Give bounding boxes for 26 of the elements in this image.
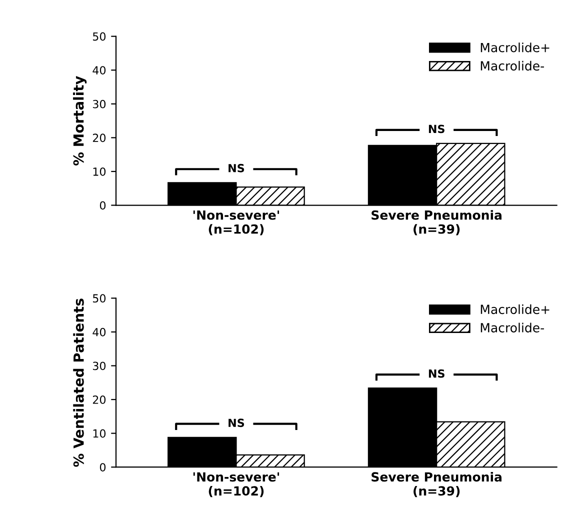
y-axis-title: % Mortality bbox=[73, 76, 87, 166]
annotation: NS bbox=[228, 418, 244, 428]
legend-label: Macrolide- bbox=[480, 60, 544, 71]
y-tick-label: 20 bbox=[92, 396, 106, 404]
y-tick-label: 10 bbox=[93, 167, 106, 176]
y-tick-label: 0 bbox=[100, 201, 106, 210]
x-tick-label: Severe Pneumonia (n=39) bbox=[372, 472, 502, 498]
y-tick-label: 30 bbox=[92, 100, 106, 108]
y-tick-label: 10 bbox=[93, 429, 106, 438]
annotation: NS bbox=[228, 164, 244, 172]
x-tick-label: 'Non-severe' (n=102) bbox=[193, 472, 280, 498]
y-tick-label: 50 bbox=[92, 32, 106, 41]
y-tick-label: 40 bbox=[92, 66, 106, 74]
y-tick-label: 20 bbox=[92, 134, 106, 142]
legend-label: Macrolide- bbox=[480, 322, 544, 332]
y-axis-title: % Ventilated Patients bbox=[73, 298, 84, 467]
legend-label: Macrolide+ bbox=[480, 304, 550, 314]
y-tick-label: 0 bbox=[100, 463, 106, 472]
y-tick-label: 50 bbox=[92, 294, 106, 303]
annotation: NS bbox=[428, 369, 444, 378]
annotation: NS bbox=[428, 124, 444, 134]
y-tick-label: 30 bbox=[92, 362, 106, 370]
y-tick-label: 40 bbox=[92, 328, 106, 336]
x-tick-label: 'Non-severe' (n=102) bbox=[193, 210, 280, 236]
legend-label: Macrolide+ bbox=[480, 42, 550, 52]
x-tick-label: Severe Pneumonia (n=39) bbox=[372, 210, 502, 236]
